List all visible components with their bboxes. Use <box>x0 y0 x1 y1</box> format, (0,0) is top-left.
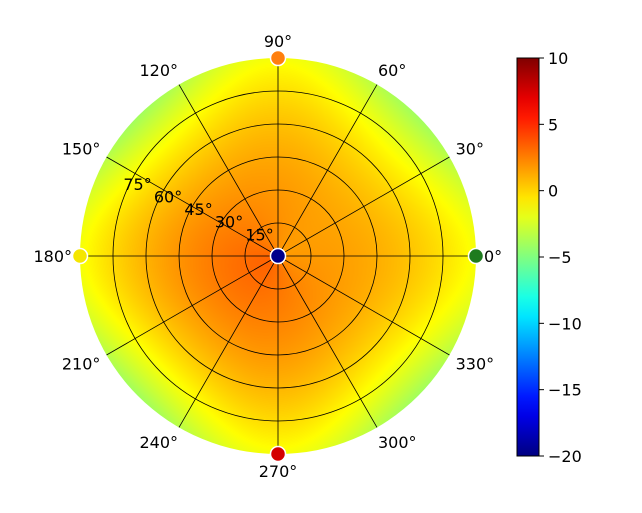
data-marker <box>269 49 287 67</box>
radial-tick-label: 75° <box>123 175 151 194</box>
angle-tick-label: 210° <box>62 355 101 374</box>
radial-tick-label: 15° <box>245 225 273 244</box>
radial-tick-labels: 15°30°45°60°75° <box>123 175 273 245</box>
colorbar-tick-label: 0 <box>548 182 558 201</box>
angular-grid-line <box>178 255 279 428</box>
angle-tick-labels: 0° 30° 60° 90° 120° 150° 180° 210° 240° 270° 300° 3… <box>33 32 502 481</box>
angle-tick-label: 300° <box>378 433 417 452</box>
colorbar-tick-label: −5 <box>548 248 572 267</box>
angular-grid-line <box>178 84 279 257</box>
radial-tick-label: 45° <box>184 200 212 219</box>
angle-tick-label: 0° <box>484 247 502 266</box>
colorbar-gradient <box>516 57 540 457</box>
angular-grid-line <box>277 84 378 257</box>
angle-tick-label: 240° <box>139 433 178 452</box>
polar-grid <box>80 58 476 454</box>
colorbar-tick-label: 10 <box>548 49 568 68</box>
angle-tick-label: 30° <box>456 140 484 159</box>
angular-grid-line <box>277 156 450 257</box>
colorbar-tick-label: −10 <box>548 314 582 333</box>
colorbar-tick-label: −20 <box>548 447 582 466</box>
data-marker <box>269 445 287 463</box>
colorbar-ticks: 10 5 0 −5 −10 −15 −20 <box>539 49 582 466</box>
angular-grid-line <box>277 255 450 356</box>
angle-tick-label: 330° <box>456 355 495 374</box>
data-marker <box>269 247 287 265</box>
colorbar: 10 5 0 −5 −10 −15 −20 <box>516 49 582 466</box>
angle-tick-label: 90° <box>264 32 292 51</box>
polar-plot-area: 0° 30° 60° 90° 120° 150° 180° 210° 240° 270° 300° 3… <box>33 32 502 481</box>
angle-tick-label: 270° <box>259 462 298 481</box>
angle-tick-label: 120° <box>139 61 178 80</box>
angular-grid-line <box>106 255 279 356</box>
data-marker <box>71 247 89 265</box>
angle-tick-label: 60° <box>378 61 406 80</box>
colorbar-tick-label: 5 <box>548 115 558 134</box>
angular-grid-line <box>277 255 378 428</box>
data-marker <box>467 247 485 265</box>
radial-tick-label: 30° <box>215 213 243 232</box>
colorbar-tick-label: −15 <box>548 381 582 400</box>
angular-grid-line <box>106 156 279 257</box>
data-markers <box>71 49 485 463</box>
radial-tick-label: 60° <box>154 187 182 206</box>
angle-tick-label: 150° <box>62 140 101 159</box>
angle-tick-label: 180° <box>33 247 72 266</box>
